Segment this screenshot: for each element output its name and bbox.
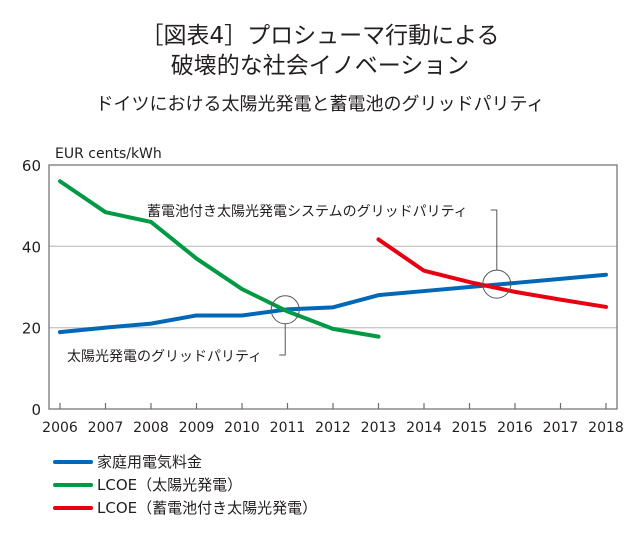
y-axis-label: EUR cents/kWh bbox=[55, 146, 162, 162]
annotation-label: 太陽光発電のグリッドパリティ bbox=[67, 349, 262, 365]
y-tick-label: 60 bbox=[22, 157, 41, 175]
legend-item-household-price: 家庭用電気料金 bbox=[53, 450, 317, 473]
legend-label: LCOE（太陽光発電） bbox=[97, 476, 243, 494]
x-tick-label: 2012 bbox=[315, 420, 351, 436]
legend: 家庭用電気料金 LCOE（太陽光発電） LCOE（蓄電池付き太陽光発電） bbox=[53, 450, 317, 519]
legend-item-lcoe-solar-battery: LCOE（蓄電池付き太陽光発電） bbox=[53, 496, 317, 519]
series-lines bbox=[58, 179, 608, 339]
x-tick-label: 2016 bbox=[497, 420, 533, 436]
x-tick-label: 2013 bbox=[361, 420, 397, 436]
y-tick-label: 0 bbox=[31, 401, 41, 419]
series-line-lcoe-solar-battery bbox=[376, 237, 608, 309]
legend-swatch-green bbox=[53, 482, 93, 487]
grid-lines bbox=[49, 245, 617, 329]
y-tick-label: 20 bbox=[22, 320, 41, 338]
x-tick-label: 2010 bbox=[224, 420, 260, 436]
x-tick-label: 2006 bbox=[42, 420, 78, 436]
x-tick-label: 2014 bbox=[406, 420, 442, 436]
x-tick-label: 2009 bbox=[179, 420, 215, 436]
x-axis-ticks: 2006 2007 2008 2009 2010 2011 2012 2013 2014 2015… bbox=[42, 403, 624, 436]
x-tick-label: 2017 bbox=[543, 420, 579, 436]
chart-title-line2: 破壊的な社会イノベーション bbox=[170, 53, 470, 79]
x-tick-label: 2015 bbox=[452, 420, 488, 436]
annotation-label: 蓄電池付き太陽光発電システムのグリッドパリティ bbox=[147, 204, 468, 220]
x-tick-label: 2007 bbox=[88, 420, 124, 436]
x-tick-label: 2011 bbox=[270, 420, 306, 436]
legend-swatch-red bbox=[53, 505, 93, 510]
annotation-leader bbox=[490, 209, 498, 271]
series-line-household-price bbox=[58, 272, 608, 335]
legend-label: 家庭用電気料金 bbox=[97, 453, 203, 471]
y-tick-label: 40 bbox=[22, 238, 41, 256]
x-tick-label: 2008 bbox=[133, 420, 169, 436]
chart-title-line1: ［図表4］プロシューマ行動による bbox=[140, 23, 500, 49]
chart-subtitle: ドイツにおける太陽光発電と蓄電池のグリッドパリティ bbox=[95, 94, 545, 115]
legend-swatch-blue bbox=[53, 459, 93, 464]
series-line-lcoe-solar bbox=[58, 179, 381, 339]
x-tick-label: 2018 bbox=[588, 420, 624, 436]
legend-item-lcoe-solar: LCOE（太陽光発電） bbox=[53, 473, 317, 496]
annotation-leader bbox=[279, 323, 286, 356]
plot-frame bbox=[48, 164, 618, 410]
y-axis-ticks: 0 20 40 60 bbox=[22, 157, 41, 419]
legend-label: LCOE（蓄電池付き太陽光発電） bbox=[97, 499, 318, 517]
